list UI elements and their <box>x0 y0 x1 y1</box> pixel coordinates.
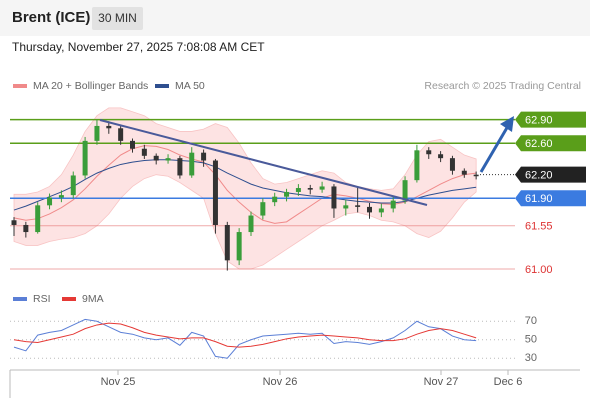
bands-layer <box>13 107 477 270</box>
candle-body <box>438 154 444 159</box>
y-tick-label: 30 <box>525 352 537 364</box>
candle-body <box>390 200 396 209</box>
level-label: 62.90 <box>525 115 553 127</box>
candle-body <box>47 197 53 206</box>
x-tick-label: Nov 27 <box>424 376 459 388</box>
candle-body <box>94 125 100 141</box>
candle-body <box>118 128 124 141</box>
indicator-line <box>13 145 477 224</box>
level-label: 62.60 <box>525 138 553 150</box>
interval-button[interactable] <box>92 7 143 30</box>
candle-body <box>473 174 479 177</box>
candle-body <box>272 196 278 203</box>
candle-body <box>165 158 171 161</box>
x-axis-layer: Nov 25 Nov 26 Nov 27 Dec 6 <box>101 370 523 388</box>
y-tick-label: 70 <box>525 315 537 327</box>
candle-body <box>58 195 64 198</box>
candle-body <box>414 150 420 181</box>
candle-body <box>236 232 242 261</box>
level-label: 61.90 <box>525 193 553 205</box>
indicator-line <box>13 322 477 348</box>
candle-body <box>260 202 266 216</box>
instrument-title: Brent (ICE) <box>12 9 90 26</box>
candle-body <box>189 152 195 176</box>
forecast-arrow <box>479 125 510 173</box>
level-box <box>515 190 586 207</box>
candle-body <box>106 125 112 129</box>
legend-label: MA 50 <box>175 80 205 92</box>
candle-body <box>378 208 384 213</box>
legend-swatch <box>62 297 76 301</box>
levels-layer: 62.90 62.60 62.20 61.90 61.55 61.00 <box>10 111 586 276</box>
candles-layer <box>11 119 479 271</box>
legend-swatch <box>13 297 27 301</box>
candle-body <box>224 224 230 261</box>
bollinger-band <box>13 107 477 270</box>
rsi-layer: 70 50 30 <box>10 315 537 364</box>
level-label: 61.00 <box>525 264 553 276</box>
trend-line <box>99 119 428 206</box>
candle-body <box>331 186 337 209</box>
legend-label: RSI <box>33 293 51 305</box>
level-box <box>515 166 586 183</box>
candle-body <box>130 140 135 149</box>
timestamp: Thursday, November 27, 2025 7:08:08 AM C… <box>12 40 265 54</box>
candle-body <box>284 191 290 197</box>
legend-label: MA 20 + Bollinger Bands <box>33 80 148 92</box>
candle-body <box>355 205 361 207</box>
candle-body <box>23 224 29 233</box>
candle-body <box>319 186 325 190</box>
indicator-line <box>13 159 477 211</box>
legend-label: 9MA <box>82 293 104 305</box>
x-tick-label: Nov 25 <box>101 376 136 388</box>
indicator-line <box>13 318 477 359</box>
candle-body <box>461 170 467 175</box>
level-box <box>515 111 586 128</box>
level-box <box>515 135 586 152</box>
candle-body <box>367 206 372 213</box>
x-tick-label: Nov 26 <box>263 376 298 388</box>
candle-body <box>35 205 41 233</box>
candle-body <box>426 150 432 155</box>
candle-body <box>153 155 159 161</box>
y-tick-label: 50 <box>525 334 537 346</box>
candle-body <box>177 158 183 176</box>
candle-body <box>295 188 301 192</box>
candle-body <box>11 220 17 225</box>
candle-body <box>343 205 349 209</box>
candle-body <box>141 148 147 156</box>
level-label: 61.55 <box>525 221 553 233</box>
arrow-head <box>500 116 514 132</box>
interval-label[interactable]: 30 MIN <box>98 11 137 25</box>
level-label: 62.20 <box>525 170 553 182</box>
candle-body <box>212 160 218 225</box>
credit: Research © 2025 Trading Central <box>424 80 581 92</box>
candle-body <box>248 215 254 233</box>
candle-body <box>82 140 88 176</box>
candle-body <box>201 152 207 161</box>
legend-swatch <box>13 84 27 88</box>
x-tick-label: Dec 6 <box>494 376 523 388</box>
candle-body <box>70 175 76 196</box>
candle-body <box>449 158 455 171</box>
candle-body <box>307 188 313 190</box>
legend-swatch <box>155 84 169 88</box>
candle-body <box>402 180 408 201</box>
